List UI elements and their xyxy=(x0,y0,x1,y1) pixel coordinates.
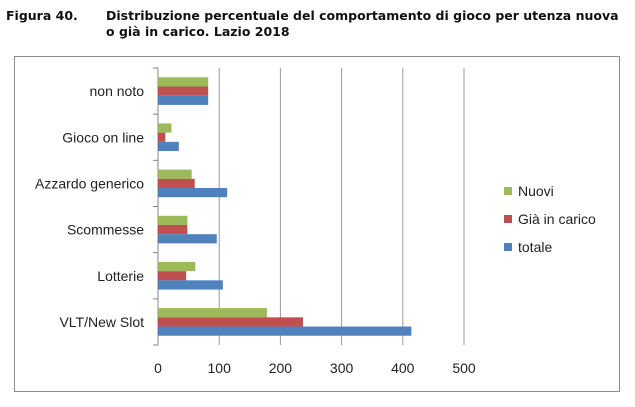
bar-scommesse-1 xyxy=(158,224,188,235)
legend-label: Già in carico xyxy=(518,211,596,227)
figure-number: Figura 40. xyxy=(6,8,78,23)
bar-non-noto-1 xyxy=(158,86,209,96)
legend-swatch xyxy=(504,243,512,251)
grid-lines xyxy=(153,67,465,346)
bar-scommesse-2 xyxy=(158,234,217,244)
bar-gioco-on-line-1 xyxy=(158,132,166,142)
bar-lotterie-0 xyxy=(158,261,196,272)
chart-frame xyxy=(14,56,620,392)
x-tick-label: 300 xyxy=(330,360,354,376)
x-tick-label: 200 xyxy=(269,360,293,376)
bar-non-noto-2 xyxy=(158,95,209,105)
category-label: Azzardo generico xyxy=(35,175,144,191)
bar-vlt-new-slot-1 xyxy=(158,317,304,327)
category-label: Gioco on line xyxy=(62,129,144,145)
bar-gioco-on-line-0 xyxy=(158,123,172,133)
bar-azzardo-generico-0 xyxy=(158,169,192,179)
legend-swatch xyxy=(504,187,512,195)
category-label: non noto xyxy=(90,83,145,99)
bar-non-noto-0 xyxy=(158,77,209,87)
bars xyxy=(158,77,412,336)
bar-gioco-on-line-2 xyxy=(158,141,179,152)
x-tick-label: 400 xyxy=(391,360,415,376)
bar-vlt-new-slot-2 xyxy=(158,326,412,336)
x-tick-label: 500 xyxy=(452,360,476,376)
legend-label: Nuovi xyxy=(518,183,554,199)
x-tick-label: 100 xyxy=(208,360,232,376)
bar-lotterie-1 xyxy=(158,271,187,281)
legend-label: totale xyxy=(518,239,552,255)
bar-scommesse-0 xyxy=(158,215,188,225)
category-label: Scommesse xyxy=(67,222,144,238)
x-tick-labels: 0 100 200 300 400 500 xyxy=(154,360,476,376)
category-label: VLT/New Slot xyxy=(59,314,144,330)
bar-vlt-new-slot-0 xyxy=(158,308,267,318)
figure-title: Distribuzione percentuale del comportame… xyxy=(106,8,619,39)
bar-lotterie-2 xyxy=(158,280,223,290)
legend: Nuovi Già in carico totale xyxy=(504,183,596,255)
bar-azzardo-generico-1 xyxy=(158,178,195,189)
x-tick-label: 0 xyxy=(154,360,162,376)
legend-swatch xyxy=(504,215,512,223)
category-label: Lotterie xyxy=(97,268,144,284)
category-labels: non noto Gioco on line Azzardo generico Sco… xyxy=(35,83,144,330)
bar-azzardo-generico-2 xyxy=(158,188,228,198)
